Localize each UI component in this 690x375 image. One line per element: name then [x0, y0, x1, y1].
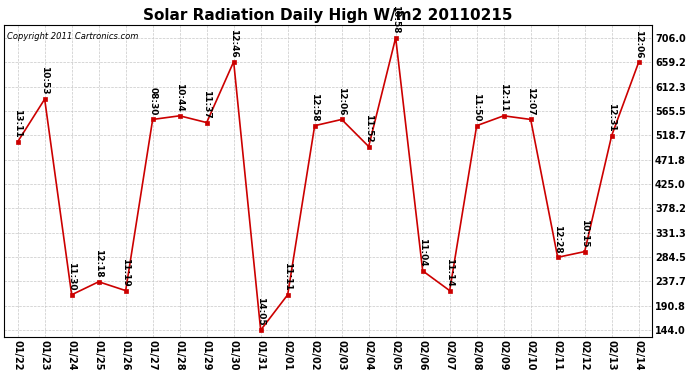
Text: 11:14: 11:14 — [445, 258, 454, 286]
Text: 12:46: 12:46 — [229, 29, 238, 57]
Text: 14:05: 14:05 — [256, 297, 265, 326]
Text: Copyright 2011 Cartronics.com: Copyright 2011 Cartronics.com — [8, 32, 139, 40]
Text: 10:53: 10:53 — [40, 66, 49, 95]
Text: 12:18: 12:18 — [94, 249, 104, 278]
Text: 11:11: 11:11 — [283, 262, 292, 291]
Text: 08:30: 08:30 — [148, 87, 157, 115]
Text: 12:11: 12:11 — [499, 83, 508, 112]
Text: 12:28: 12:28 — [553, 225, 562, 253]
Text: 12:31: 12:31 — [607, 103, 616, 131]
Text: 11:04: 11:04 — [418, 238, 427, 267]
Text: 11:52: 11:52 — [364, 114, 373, 142]
Text: 13:11: 13:11 — [13, 109, 22, 138]
Text: 12:06: 12:06 — [337, 87, 346, 115]
Text: 11:30: 11:30 — [67, 262, 76, 291]
Text: 11:19: 11:19 — [121, 258, 130, 286]
Title: Solar Radiation Daily High W/m2 20110215: Solar Radiation Daily High W/m2 20110215 — [144, 8, 513, 23]
Text: 11:37: 11:37 — [202, 90, 211, 118]
Text: 12:58: 12:58 — [310, 93, 319, 122]
Text: 12:07: 12:07 — [526, 87, 535, 115]
Text: 10:58: 10:58 — [391, 5, 400, 34]
Text: 11:50: 11:50 — [472, 93, 481, 122]
Text: 10:44: 10:44 — [175, 83, 184, 112]
Text: 12:06: 12:06 — [634, 30, 643, 58]
Text: 10:15: 10:15 — [580, 219, 589, 248]
